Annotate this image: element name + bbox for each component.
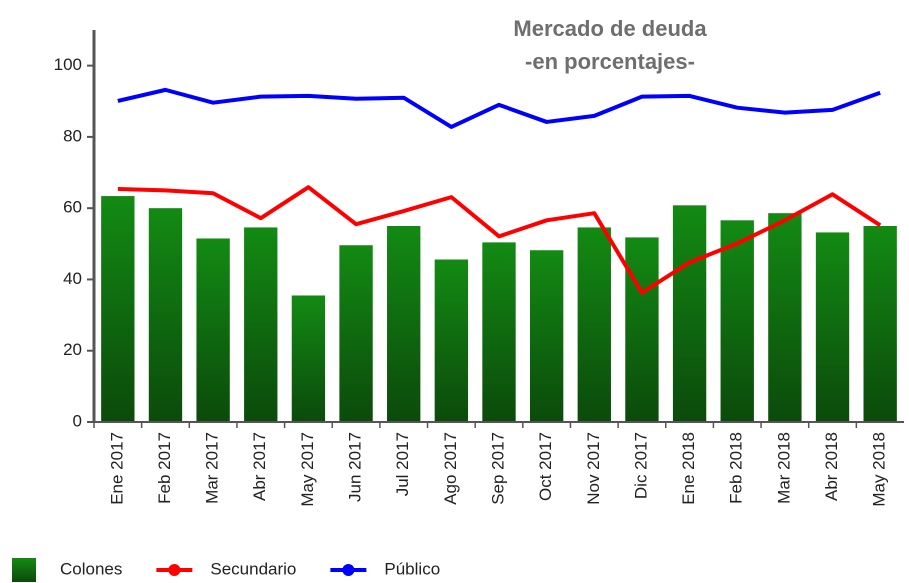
x-tick-label: Ene 2018: [679, 432, 698, 505]
bar: [672, 205, 707, 422]
legend-label: Público: [384, 559, 440, 578]
y-tick-label: 100: [54, 55, 82, 74]
legend-label: Colones: [60, 559, 122, 578]
x-tick-label: Nov 2017: [584, 432, 603, 505]
bar: [434, 259, 469, 422]
x-tick-label: Abr 2017: [250, 432, 269, 501]
legend-swatch: [168, 564, 181, 576]
x-tick-label: Mar 2018: [774, 432, 793, 504]
x-tick-label: May 2017: [298, 432, 317, 507]
y-tick-label: 0: [73, 411, 82, 430]
y-tick-label: 60: [63, 198, 82, 217]
bar: [529, 250, 564, 422]
bar: [815, 232, 850, 422]
x-tick-label: Feb 2018: [727, 432, 746, 504]
x-tick-label: Oct 2017: [536, 432, 555, 501]
bar: [196, 238, 230, 422]
bar: [101, 196, 135, 422]
bar: [148, 208, 183, 422]
bar: [244, 227, 278, 422]
bar: [291, 295, 326, 422]
bar: [863, 226, 897, 422]
line: [117, 87, 881, 129]
y-tick-label: 40: [63, 269, 82, 288]
bar: [387, 226, 421, 422]
bar: [720, 220, 754, 422]
bar: [625, 237, 659, 422]
x-tick-label: Ene 2017: [107, 432, 126, 505]
legend-swatch: [12, 558, 36, 582]
x-tick-label: Abr 2018: [822, 432, 841, 501]
x-tick-label: Dic 2017: [631, 432, 650, 499]
legend-swatch: [342, 564, 355, 576]
bar: [768, 213, 802, 422]
x-tick-label: May 2018: [870, 432, 889, 507]
x-tick-label: Mar 2017: [203, 432, 222, 504]
bar: [577, 227, 611, 422]
chart-subtitle: -en porcentajes-: [525, 49, 695, 74]
x-tick-label: Jul 2017: [393, 432, 412, 496]
x-tick-label: Jun 2017: [346, 432, 365, 502]
legend-label: Secundario: [210, 559, 296, 578]
x-tick-label: Feb 2017: [155, 432, 174, 504]
y-tick-label: 20: [63, 340, 82, 359]
chart-title: Mercado de deuda: [513, 16, 707, 41]
bar: [482, 242, 516, 422]
bar: [339, 245, 373, 422]
line: [117, 185, 882, 295]
x-tick-label: Ago 2017: [441, 432, 460, 505]
x-tick-label: Sep 2017: [488, 432, 507, 505]
y-tick-label: 80: [63, 126, 82, 145]
